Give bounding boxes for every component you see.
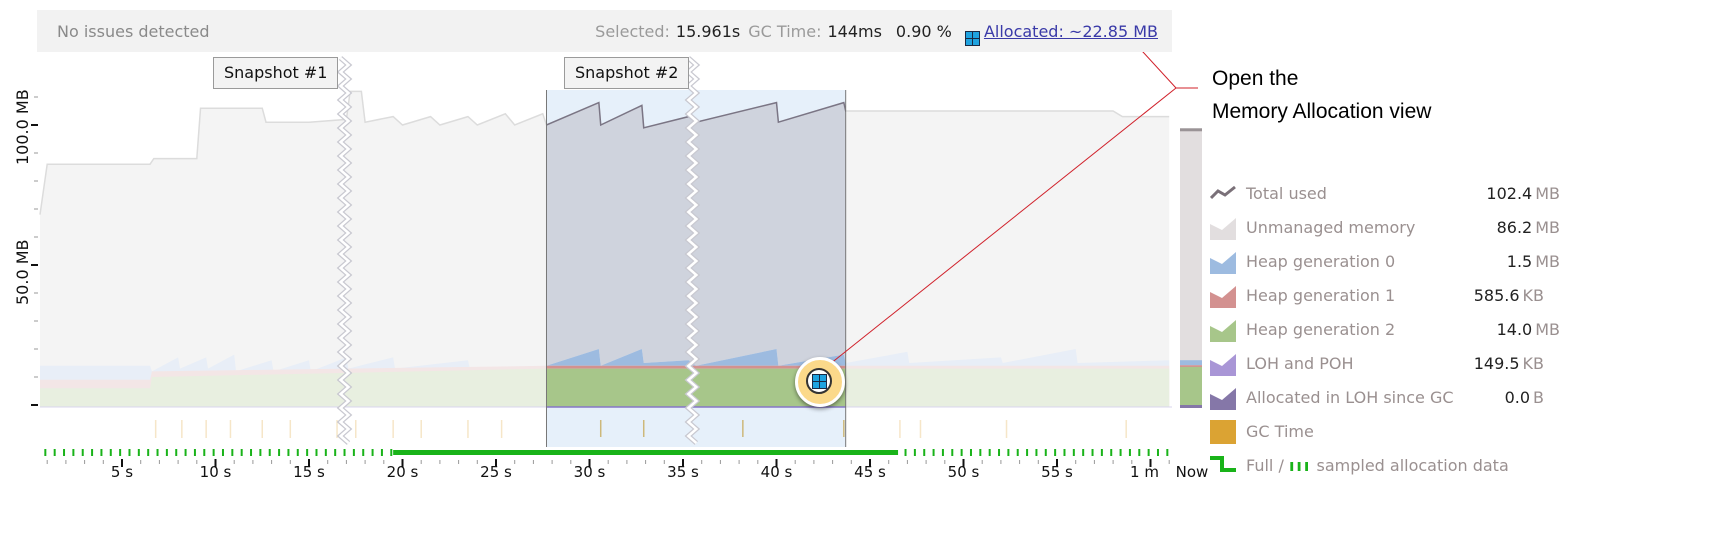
gauge-loh [1180, 405, 1202, 408]
area-swatch-icon [1210, 286, 1236, 308]
legend-item[interactable]: Heap generation 1 585.6 KB [1210, 280, 1560, 310]
x-tick-label: 5 s [110, 463, 134, 481]
open-memory-allocation-button[interactable] [795, 357, 845, 407]
legend-label: Total used [1246, 184, 1327, 203]
callout-annotation: Open the Memory Allocation view [1212, 62, 1431, 128]
legend-value: 1.5 [1506, 252, 1533, 271]
allocation-data-step-icon [1210, 456, 1236, 472]
legend-label: Unmanaged memory [1246, 218, 1416, 237]
legend-label: Heap generation 1 [1246, 286, 1396, 305]
x-tick-label: 15 s [293, 463, 325, 481]
gauge-gen1 [1180, 365, 1202, 368]
total-used-line [546, 101, 846, 129]
y-tick-label-100: 100.0 MB [13, 89, 32, 165]
callout-line-1: Open the [1212, 67, 1299, 90]
legend-item[interactable]: Heap generation 0 1.5 MB [1210, 246, 1560, 276]
x-tick-label: 30 s [573, 463, 606, 481]
x-tick-label: 35 s [667, 463, 699, 481]
area-swatch-icon [1210, 218, 1236, 240]
gc-time-label: GC Time: [748, 22, 822, 41]
gc-time-value: 144ms [827, 22, 882, 41]
area-swatch-icon [1210, 354, 1236, 376]
legend-item[interactable]: GC Time [1210, 416, 1560, 446]
gc-time-swatch-icon [1210, 420, 1236, 444]
legend-label: Heap generation 2 [1246, 320, 1396, 339]
legend-value: 86.2 [1496, 218, 1533, 237]
status-bar: No issues detected Selected: 15.961s GC Ti… [37, 10, 1172, 52]
allocated-link[interactable]: Allocated: ~22.85 MB [983, 22, 1158, 41]
legend-item[interactable]: Total used 102.4 MB [1210, 178, 1560, 208]
legend-label: Allocated in LOH since GC [1246, 388, 1454, 407]
memory-allocation-icon [964, 31, 980, 46]
legend-unit: KB [1522, 354, 1544, 373]
full-data-bar [393, 450, 899, 455]
now-label: Now [1175, 463, 1209, 481]
legend-label: LOH and POH [1246, 354, 1354, 373]
callout-line-2: Memory Allocation view [1212, 100, 1432, 123]
legend-unit: MB [1535, 218, 1560, 237]
total-used-line-icon [1210, 185, 1236, 200]
legend-item[interactable]: Heap generation 2 14.0 MB [1210, 314, 1560, 344]
x-tick-label: 55 s [1041, 463, 1073, 481]
x-tick-label: 20 s [386, 463, 419, 481]
gauge-gen0 [1180, 360, 1202, 366]
snapshot-2-label[interactable]: Snapshot #2 [564, 57, 690, 89]
selection-stats: Selected: 15.961s GC Time: 144ms 0.90 % Allo… [595, 22, 1158, 46]
legend-unit: B [1533, 388, 1544, 407]
snapshot-1-label[interactable]: Snapshot #1 [213, 57, 339, 89]
issues-status: No issues detected [57, 22, 210, 41]
legend-unit: KB [1522, 286, 1544, 305]
legend-label: Heap generation 0 [1246, 252, 1396, 271]
x-tick-label: 10 s [199, 463, 232, 481]
gauge-gen2 [1180, 366, 1202, 407]
legend-value: 14.0 [1496, 320, 1533, 339]
area-swatch-icon [1210, 252, 1236, 274]
area-swatch-icon [1210, 320, 1236, 342]
x-tick-label: 40 s [760, 463, 793, 481]
legend-value: 102.4 [1486, 184, 1533, 203]
selected-label: Selected: [595, 22, 670, 41]
legend-item[interactable]: Unmanaged memory 86.2 MB [1210, 212, 1560, 242]
x-tick-label: 50 s [947, 463, 980, 481]
x-tick-label: 25 s [480, 463, 512, 481]
callout-leader-line-2 [819, 87, 1177, 373]
snapshot-marker-inner [686, 57, 699, 444]
y-tick-label-50: 50.0 MB [13, 239, 32, 306]
gc-percent: 0.90 % [895, 22, 952, 41]
legend-value: 585.6 [1473, 286, 1520, 305]
snapshot-marker-inner [338, 57, 351, 444]
sampled-dots-icon: ııı [1288, 456, 1312, 475]
legend-value: 0.0 [1504, 388, 1531, 407]
legend-item[interactable]: LOH and POH 149.5 KB [1210, 348, 1560, 378]
unmanaged-area-selected [546, 102, 846, 407]
legend-label-sampled: sampled allocation data [1316, 456, 1509, 475]
legend-unit: MB [1535, 252, 1560, 271]
legend-item-allocation-data: Full / ııı sampled allocation data [1210, 450, 1560, 480]
memory-allocation-icon [811, 373, 827, 389]
legend-label: GC Time [1246, 422, 1314, 441]
legend-unit: MB [1535, 320, 1560, 339]
x-tick-label: 45 s [854, 463, 886, 481]
legend-value: 149.5 [1473, 354, 1520, 373]
area-swatch-icon [1210, 388, 1236, 410]
legend-label-full: Full / [1246, 456, 1284, 475]
legend-unit: MB [1535, 184, 1560, 203]
gauge-total-line [1180, 128, 1202, 132]
legend-item[interactable]: Allocated in LOH since GC 0.0 B [1210, 382, 1560, 412]
selected-value: 15.961s [675, 22, 741, 41]
gauge-unmanaged [1180, 130, 1202, 407]
x-tick-label: 1 m [1130, 463, 1159, 481]
